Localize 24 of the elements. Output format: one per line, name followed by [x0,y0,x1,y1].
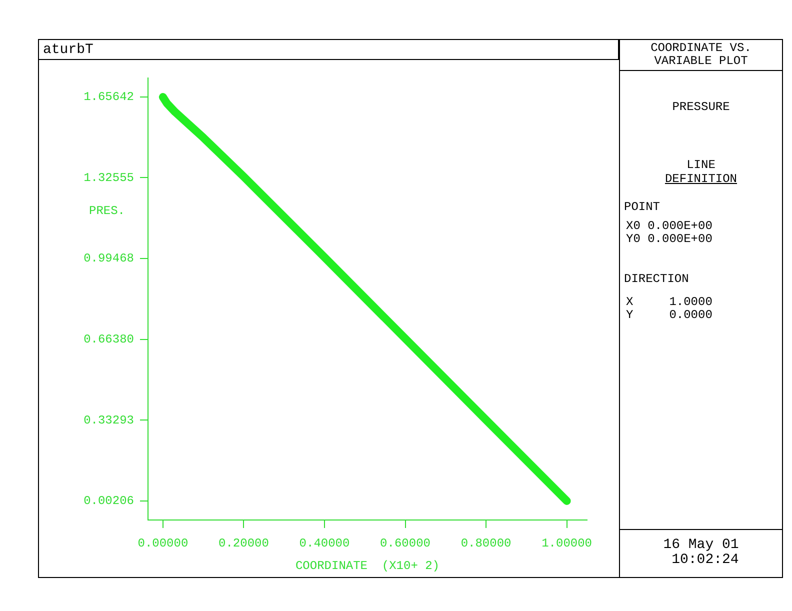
y-tick-label: 1.32555 [84,170,134,185]
x-tick-label: 0.40000 [299,536,350,550]
y-tick-label: 0.99468 [84,252,134,266]
y-tick-label: 0.00206 [84,494,134,508]
text: LINE [686,158,716,172]
text: DEFINITION [664,172,738,186]
x-tick-label: 0.60000 [380,536,430,550]
y-tick-label: 1.65642 [84,90,134,104]
text: POINT [624,200,662,214]
x-tick-label: 1.00000 [542,536,592,550]
text: 16 May 01 10:02:24 [662,537,740,568]
chart-title: aturbT [38,39,619,60]
text: X0 0.000E+00 Y0 0.000E+00 [626,219,714,246]
y-axis-title: PRES. [88,204,126,218]
text: X 1.0000 Y 0.0000 [626,295,714,322]
x-tick-label: 0.00000 [138,536,188,550]
text: PRESSURE [671,100,731,114]
text: COORDINATE VS. VARIABLE PLOT [650,41,752,68]
text: DIRECTION [624,272,690,286]
x-tick-label: 0.20000 [218,536,269,550]
y-tick-label: 0.33293 [84,413,134,428]
x-tick-label: 0.80000 [460,536,512,550]
x-axis-title: COORDINATE (X10+ 2) [295,558,440,573]
y-tick-label: 0.66380 [84,332,134,347]
